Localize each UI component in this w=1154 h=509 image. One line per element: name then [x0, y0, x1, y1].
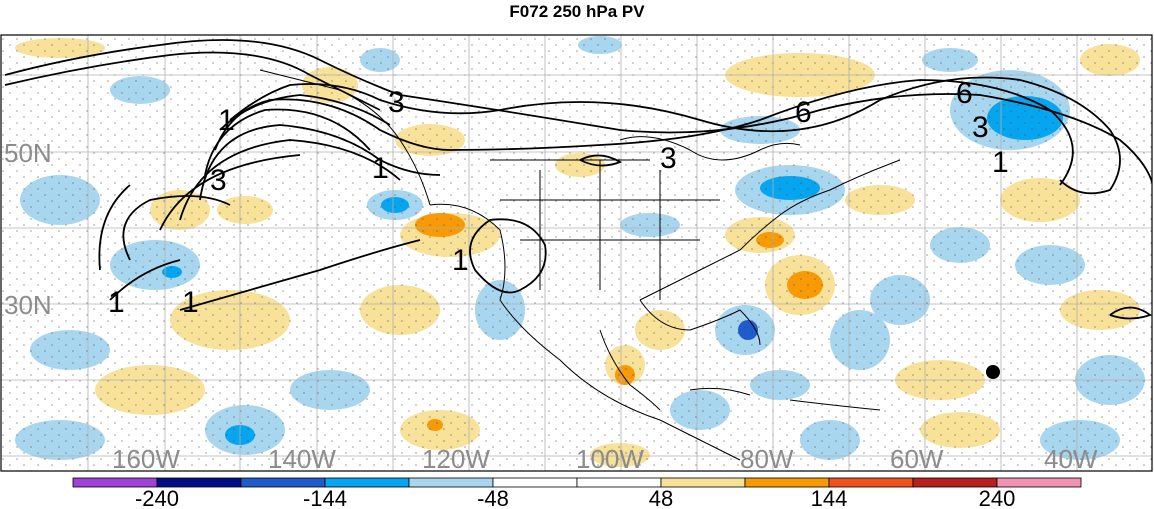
lon-label-140w: 140W [268, 444, 336, 474]
contour-label: 1 [108, 286, 125, 319]
colorbar-tick-label: 144 [811, 486, 848, 509]
colorbar-tick-labels: -240 -144 -48 48 144 240 [135, 486, 1015, 509]
contour-label: 6 [795, 96, 812, 129]
contour-label: 1 [452, 244, 469, 277]
colorbar-swatch [660, 477, 746, 488]
lat-label-50n: 50N [4, 138, 52, 168]
lon-label-100w: 100W [576, 444, 644, 474]
lon-label-80w: 80W [740, 444, 794, 474]
lon-label-60w: 60W [890, 444, 944, 474]
contour-label: 1 [218, 104, 235, 137]
contour-label: 3 [972, 111, 989, 144]
pv-contours [4, 39, 1152, 320]
colorbar-tick-label: -48 [477, 486, 509, 509]
lat-label-30n: 30N [4, 290, 52, 320]
contour-label: 1 [372, 152, 389, 185]
chart-title: F072 250 hPa PV [509, 2, 645, 21]
contour-label: 3 [388, 86, 405, 119]
coastlines [259, 69, 901, 461]
map-frame [0, 34, 1153, 472]
colorbar-tick-label: 48 [649, 486, 673, 509]
colorbar [72, 477, 1082, 488]
lon-label-120w: 120W [422, 444, 490, 474]
marker-dot [986, 365, 1000, 379]
colorbar-tick-label: -240 [135, 486, 179, 509]
contour-label: 6 [956, 77, 973, 110]
contour-label: 1 [182, 286, 199, 319]
contour-label: 3 [210, 164, 227, 197]
lon-label-40w: 40W [1044, 444, 1098, 474]
colorbar-tick-label: 240 [979, 486, 1016, 509]
lon-label-160w: 160W [112, 444, 180, 474]
contour-label-group: 1 3 1 3 1 1 1 3 6 6 3 1 [108, 77, 1009, 319]
colorbar-tick-label: -144 [303, 486, 347, 509]
contour-label: 3 [660, 142, 677, 175]
colorbar-swatch [996, 477, 1082, 488]
graticule [1, 35, 1152, 471]
stippling [1, 35, 1152, 471]
contour-label: 1 [992, 146, 1009, 179]
